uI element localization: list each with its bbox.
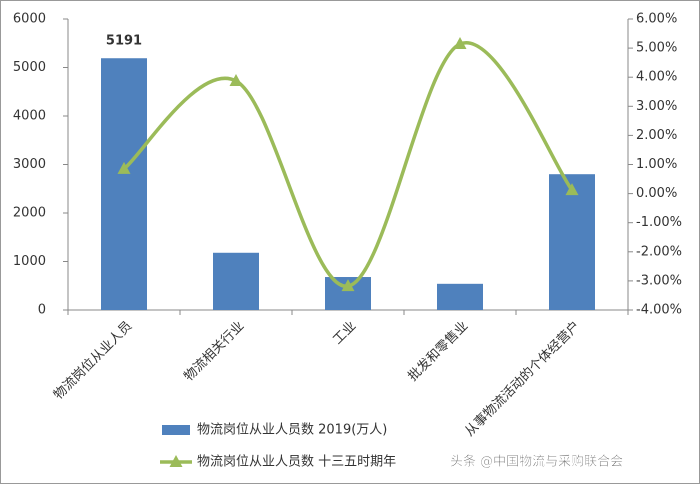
- legend-swatch: [162, 425, 190, 435]
- line-marker: [453, 37, 467, 50]
- line-marker: [117, 161, 131, 174]
- y2-tick-label: 1.00%: [636, 157, 677, 172]
- y2-tick-label: -3.00%: [636, 273, 682, 288]
- y2-tick-label: -2.00%: [636, 244, 682, 259]
- legend-label: 物流岗位从业人员数 十三五时期年: [197, 455, 396, 470]
- y-tick-label: 4000: [13, 109, 46, 124]
- y2-tick-label: 3.00%: [636, 99, 677, 114]
- y2-tick-label: -1.00%: [636, 215, 682, 230]
- y-tick-label: 6000: [13, 12, 46, 27]
- y-tick-label: 0: [38, 303, 46, 318]
- bar: [101, 58, 147, 311]
- bar: [213, 252, 259, 310]
- watermark: 头条 @中国物流与采购联合会: [450, 454, 623, 470]
- bar: [549, 174, 595, 310]
- legend-label: 物流岗位从业人员数 2019(万人): [197, 423, 387, 438]
- y2-tick-label: 2.00%: [636, 128, 677, 143]
- line-marker: [341, 279, 355, 292]
- y2-tick-label: 0.00%: [636, 186, 677, 201]
- bar: [437, 283, 483, 310]
- line-marker: [565, 183, 579, 196]
- y-tick-label: 2000: [13, 206, 46, 221]
- line-marker: [229, 73, 243, 86]
- y2-tick-label: 4.00%: [636, 70, 677, 85]
- y-tick-label: 3000: [13, 157, 46, 172]
- y2-tick-label: 6.00%: [636, 12, 677, 27]
- legend-swatch: [169, 455, 183, 467]
- y2-tick-label: -4.00%: [636, 303, 682, 318]
- y-tick-label: 5000: [13, 60, 46, 75]
- y-tick-label: 1000: [13, 254, 46, 269]
- y2-tick-label: 5.00%: [636, 41, 677, 56]
- value-label: 5191: [106, 34, 142, 49]
